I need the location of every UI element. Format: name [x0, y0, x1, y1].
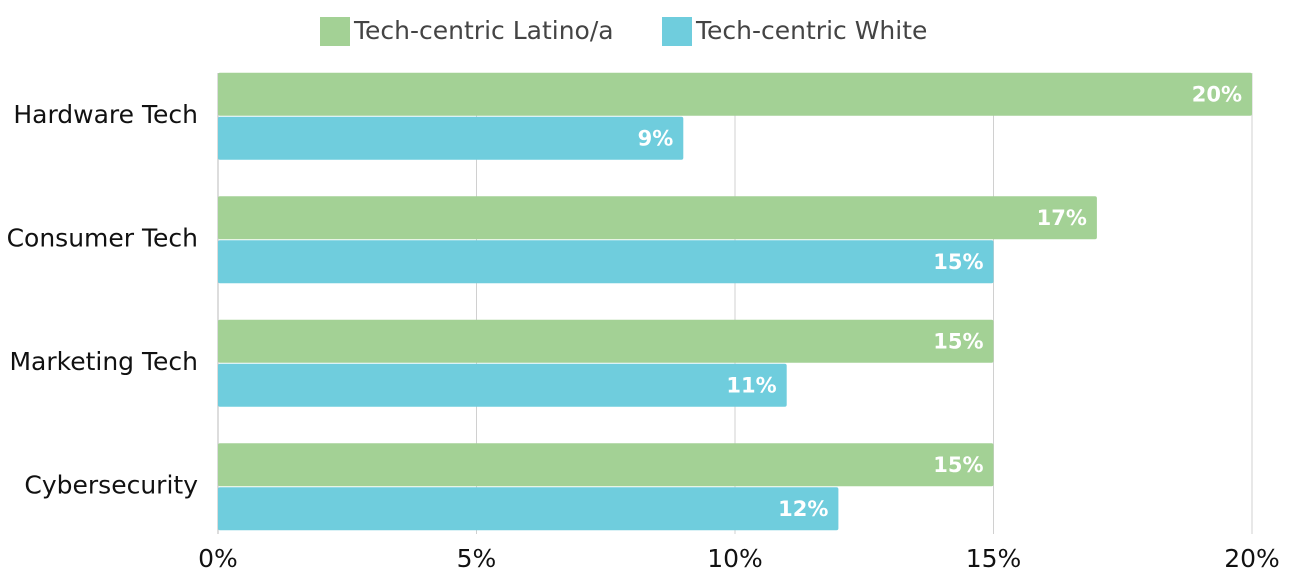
bar [218, 116, 684, 160]
bar [218, 240, 994, 284]
bar [218, 487, 839, 531]
bar [218, 319, 994, 363]
legend-swatch [320, 17, 350, 46]
bar [218, 443, 994, 487]
legend-swatch [662, 17, 692, 46]
category-label: Consumer Tech [7, 223, 198, 252]
category-label: Marketing Tech [9, 347, 198, 376]
value-label: 15% [933, 453, 983, 477]
x-tick-label: 15% [966, 544, 1022, 573]
value-label: 17% [1037, 206, 1087, 230]
category-label: Cybersecurity [24, 470, 198, 499]
value-label: 12% [778, 497, 828, 521]
x-tick-label: 0% [198, 544, 238, 573]
bar [218, 363, 787, 407]
bar [218, 196, 1097, 240]
value-label: 11% [726, 373, 776, 397]
value-label: 9% [638, 126, 674, 150]
bar [218, 72, 1252, 116]
legend-label: Tech-centric White [695, 16, 927, 45]
x-tick-label: 10% [707, 544, 763, 573]
value-label: 20% [1192, 82, 1242, 106]
legend-label: Tech-centric Latino/a [353, 16, 614, 45]
value-label: 15% [933, 329, 983, 353]
x-tick-label: 20% [1224, 544, 1280, 573]
x-tick-label: 5% [457, 544, 497, 573]
value-label: 15% [933, 250, 983, 274]
category-label: Hardware Tech [13, 100, 198, 129]
